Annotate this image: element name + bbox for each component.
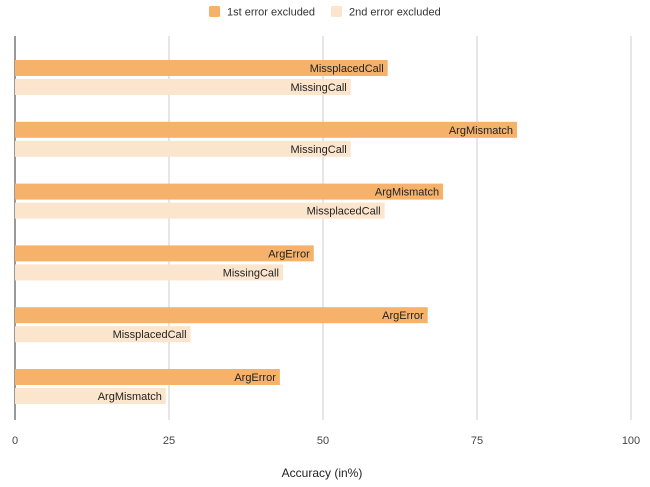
- bar-label: ArgMismatch: [449, 125, 513, 137]
- bar-label: MissingCall: [290, 82, 346, 94]
- bar-series-1: [15, 369, 280, 385]
- x-tick-label: 100: [622, 435, 640, 447]
- bar-series-1: [15, 121, 518, 138]
- bar-series-2: [15, 140, 351, 157]
- bar-label: ArgError: [268, 248, 310, 260]
- x-tick-label: 25: [163, 435, 175, 447]
- legend-label: 2nd error excluded: [349, 7, 441, 19]
- bar-series-2: [15, 202, 385, 219]
- gridlines: [14, 36, 632, 420]
- bar-label: ArgError: [382, 310, 424, 322]
- bar-label: MissingCall: [223, 267, 279, 279]
- bar-label: ArgError: [234, 372, 276, 384]
- legend-swatch: [331, 6, 342, 17]
- bar-series-1: [15, 307, 428, 324]
- legend-swatch: [209, 6, 220, 17]
- bar-series-1: [15, 60, 388, 76]
- legend-label: 1st error excluded: [227, 7, 315, 19]
- x-tick-label: 75: [471, 435, 483, 447]
- bar-series-1: [15, 245, 314, 262]
- bar-series-1: [15, 183, 444, 200]
- bar-label: MissplacedCall: [113, 329, 187, 341]
- bar-series-2: [15, 326, 191, 343]
- bar-label: MissplacedCall: [310, 63, 384, 75]
- x-axis-label: Accuracy (in%): [282, 466, 363, 480]
- bar-label: ArgMismatch: [98, 391, 162, 403]
- x-tick-label: 0: [12, 435, 18, 447]
- x-axis: 0 25 50 75 100: [12, 435, 640, 447]
- bars: MissplacedCall MissingCall ArgMismatch Miss…: [15, 60, 518, 404]
- x-tick-label: 50: [317, 435, 329, 447]
- legend: 1st error excluded 2nd error excluded: [209, 6, 441, 19]
- bar-series-2: [15, 79, 351, 95]
- bar-label: MissplacedCall: [307, 206, 381, 218]
- bar-label: ArgMismatch: [375, 187, 439, 199]
- bar-label: MissingCall: [290, 144, 346, 156]
- bar-series-2: [15, 388, 166, 404]
- bar-series-2: [15, 264, 283, 281]
